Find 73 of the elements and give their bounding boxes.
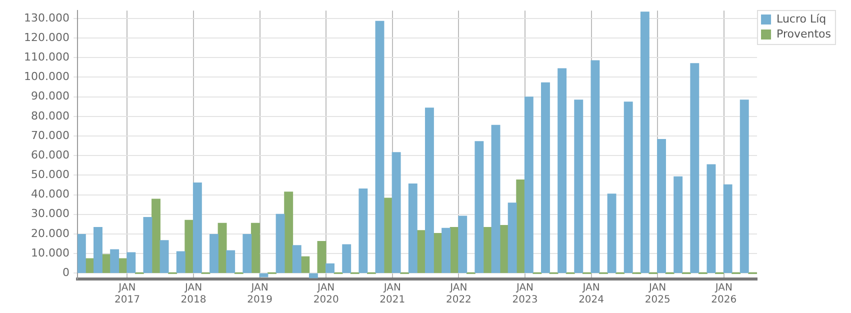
- bar: [590, 60, 600, 273]
- bar: [342, 244, 352, 273]
- x-tick-label: JAN 2024: [578, 282, 604, 306]
- y-tick-label: 0: [62, 266, 70, 279]
- bar: [358, 188, 368, 273]
- x-tick-label: JAN 2017: [114, 282, 140, 306]
- bar: [690, 63, 700, 273]
- y-tick-label: 10.000: [30, 246, 70, 260]
- x-tick-label: JAN 2023: [512, 282, 538, 306]
- bar: [176, 251, 186, 273]
- bar: [317, 241, 326, 273]
- bar: [143, 216, 152, 273]
- bar: [541, 82, 550, 273]
- x-tick-label: JAN 2022: [446, 282, 472, 306]
- bar: [160, 240, 169, 273]
- bar: [94, 226, 102, 273]
- y-tick-label: 110.000: [24, 50, 70, 64]
- bar: [152, 198, 160, 273]
- bar: [292, 245, 302, 273]
- bar: [674, 176, 683, 273]
- y-tick-label: 60.000: [30, 148, 70, 162]
- bar: [640, 12, 650, 273]
- bar: [284, 192, 294, 273]
- bar: [740, 100, 749, 273]
- bar: [657, 138, 666, 273]
- y-tick-label: 100.000: [24, 70, 70, 84]
- y-tick-label: 50.000: [30, 168, 70, 182]
- y-tick-label: 20.000: [30, 226, 70, 240]
- bar: [474, 141, 484, 273]
- bar: [226, 250, 236, 273]
- bar: [491, 124, 500, 273]
- bar: [500, 224, 509, 273]
- legend-label: Lucro Líq: [776, 12, 826, 26]
- bar: [524, 96, 534, 273]
- x-tick-label: JAN 2026: [711, 282, 737, 306]
- bar: [508, 202, 517, 273]
- y-tick-label: 130.000: [24, 11, 70, 24]
- bar: [424, 108, 434, 273]
- bar: [375, 20, 384, 273]
- x-tick-label: JAN 2020: [313, 282, 339, 306]
- bar: [706, 164, 716, 273]
- bar: [408, 183, 418, 273]
- bar: [77, 234, 86, 273]
- x-tick-label: JAN 2021: [380, 282, 406, 306]
- x-tick-label: JAN 2025: [644, 282, 670, 306]
- bar: [607, 194, 616, 273]
- y-tick-label: 70.000: [30, 128, 70, 142]
- bar: [558, 68, 567, 273]
- bar: [458, 216, 468, 273]
- bar: [276, 214, 285, 273]
- bar: [250, 222, 260, 273]
- y-tick-label: 80.000: [30, 109, 70, 122]
- y-tick-label: 120.000: [24, 30, 70, 44]
- y-tick-label: 30.000: [30, 207, 70, 220]
- bar: [192, 182, 202, 273]
- bar: [218, 222, 227, 273]
- bar: [110, 249, 120, 273]
- bar: [723, 184, 732, 273]
- bar: [308, 273, 318, 278]
- bar: [184, 220, 194, 273]
- x-tick-label: JAN 2018: [180, 282, 206, 306]
- x-tick-label: JAN 2019: [247, 282, 273, 306]
- bar: [242, 234, 252, 273]
- y-tick-label: 40.000: [30, 188, 70, 201]
- bar: [442, 228, 451, 273]
- bar: [624, 102, 633, 273]
- bar: [574, 100, 584, 273]
- bar: [126, 252, 136, 273]
- bar: [326, 263, 334, 273]
- bar: [392, 152, 401, 273]
- bar: [210, 234, 218, 273]
- legend-label: Proventos: [776, 27, 832, 40]
- y-tick-label: 90.000: [30, 90, 70, 103]
